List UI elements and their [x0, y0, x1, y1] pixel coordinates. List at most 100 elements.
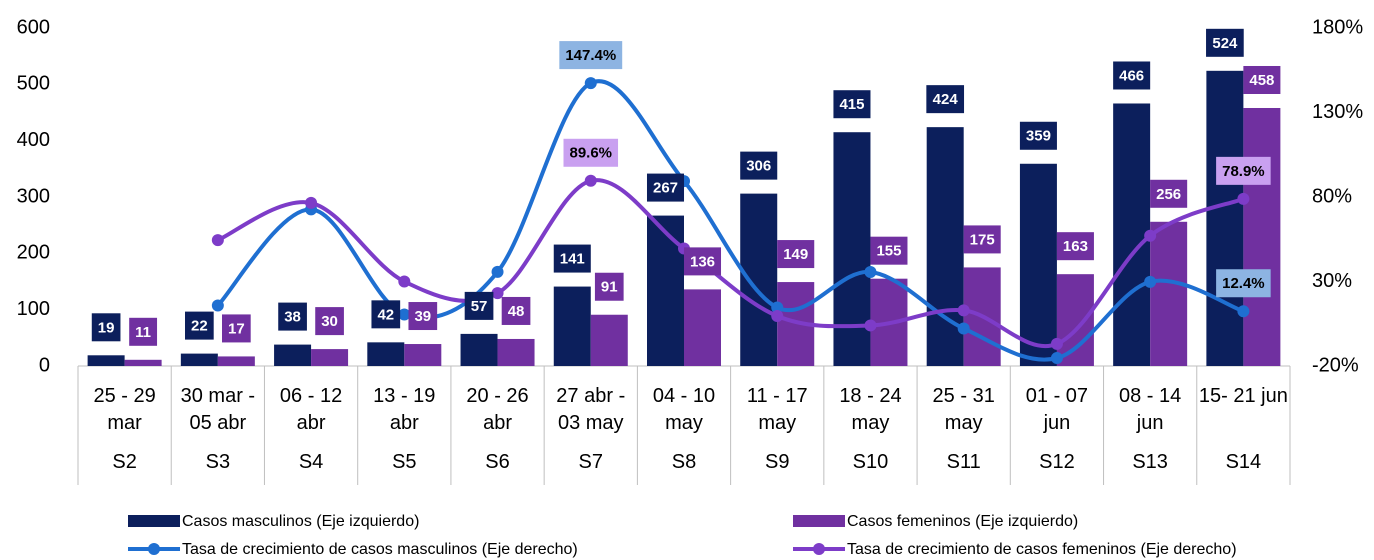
data-label: 12.4%	[1222, 275, 1265, 292]
legend-marker	[813, 543, 825, 555]
bar	[1019, 163, 1057, 366]
data-label: 39	[414, 308, 431, 325]
data-label: 78.9%	[1222, 163, 1265, 180]
legend-swatch	[793, 515, 845, 527]
data-label-box	[926, 85, 965, 114]
data-label-box	[777, 240, 815, 269]
week-label: S9	[764, 451, 790, 473]
y-tick-label: 0	[39, 354, 50, 376]
data-label: 11	[135, 324, 151, 341]
line-marker	[1050, 337, 1063, 350]
x-tick-label: 13 - 19 abr	[373, 385, 436, 434]
data-label: 48	[508, 303, 525, 320]
bar	[367, 342, 405, 366]
week-label: S7	[578, 451, 603, 473]
data-label: 136	[690, 253, 715, 270]
x-tick-label: 06 - 12 abr	[279, 385, 343, 434]
data-label-box	[1150, 179, 1188, 208]
x-tick-label: 20 - 26 abr	[466, 385, 529, 434]
data-label-box	[563, 138, 619, 167]
data-label-box	[646, 173, 685, 202]
bar	[590, 314, 628, 366]
legend-marker	[148, 543, 160, 555]
week-label: S14	[1225, 451, 1262, 473]
week-label: S5	[392, 451, 417, 473]
data-label-box	[833, 90, 871, 119]
data-label-box	[222, 314, 251, 343]
line-marker	[864, 319, 877, 332]
week-label: S11	[946, 451, 981, 473]
data-label: 415	[839, 96, 864, 113]
week-label: S10	[852, 451, 889, 473]
data-label-box	[870, 236, 908, 265]
line-marker	[305, 196, 318, 209]
data-label-box	[1056, 232, 1094, 261]
y2-tick-label: 80%	[1312, 185, 1352, 207]
data-label: 155	[876, 243, 901, 260]
data-label: 458	[1249, 72, 1274, 89]
line-marker	[491, 287, 504, 300]
line-marker	[1237, 192, 1250, 205]
data-label: 466	[1119, 67, 1144, 84]
data-label: 17	[228, 320, 245, 337]
line-marker	[1144, 275, 1157, 288]
legend-label: Casos masculinos (Eje izquierdo)	[182, 513, 419, 530]
data-label-box	[278, 302, 307, 331]
data-label: 424	[933, 91, 959, 108]
x-tick-label: 25 - 31 may	[932, 385, 995, 434]
line-marker	[398, 308, 411, 321]
bar	[274, 344, 312, 366]
data-label-box	[91, 313, 121, 342]
y-tick-label: 400	[17, 129, 50, 151]
data-label: 359	[1026, 128, 1051, 145]
data-label-box	[315, 307, 344, 336]
data-label: 91	[601, 279, 618, 296]
data-label-box	[464, 291, 494, 320]
x-tick-label: 18 - 24 may	[839, 385, 902, 434]
line-marker	[211, 299, 224, 312]
bar	[684, 289, 721, 366]
bar	[647, 215, 684, 366]
y2-tick-label: 180%	[1312, 16, 1363, 38]
week-label: S4	[298, 451, 324, 473]
data-label: 30	[321, 313, 338, 330]
week-label: S8	[671, 451, 697, 473]
data-label: 267	[653, 180, 678, 197]
x-tick-label: 15- 21 jun	[1198, 385, 1288, 407]
line-marker	[1144, 229, 1157, 242]
data-label-box	[501, 296, 531, 325]
data-label-box	[1019, 121, 1057, 150]
bar	[180, 353, 218, 366]
line-marker	[957, 304, 970, 317]
x-tick-label: 08 - 14 jun	[1119, 385, 1182, 434]
data-label: 19	[98, 319, 115, 336]
data-label-box	[1113, 61, 1151, 90]
bar	[87, 355, 125, 366]
y2-tick-label: 30%	[1312, 270, 1352, 292]
line-marker	[864, 266, 877, 279]
data-label: 141	[560, 251, 585, 268]
data-label-box	[371, 300, 401, 329]
y2-tick-label: 130%	[1312, 101, 1363, 123]
y-tick-label: 300	[17, 185, 50, 207]
week-label: S2	[112, 451, 137, 473]
week-label: S3	[205, 451, 231, 473]
x-tick-label: 30 mar - 05 abr	[180, 385, 256, 434]
week-label: S13	[1132, 451, 1168, 473]
data-label: 256	[1156, 186, 1181, 203]
bar	[311, 349, 349, 366]
data-label-box	[1243, 65, 1281, 94]
data-label-box	[408, 302, 438, 331]
x-tick-label: 04 - 10 may	[652, 385, 716, 434]
bar	[497, 338, 535, 366]
data-label-box	[740, 151, 778, 180]
line-marker	[211, 234, 224, 247]
data-label: 57	[471, 298, 488, 315]
data-label-box	[185, 311, 214, 340]
data-label-box	[129, 317, 158, 346]
data-label: 42	[377, 306, 394, 323]
data-label-box	[559, 41, 623, 70]
data-label-box	[594, 272, 624, 301]
data-label: 38	[284, 309, 301, 326]
